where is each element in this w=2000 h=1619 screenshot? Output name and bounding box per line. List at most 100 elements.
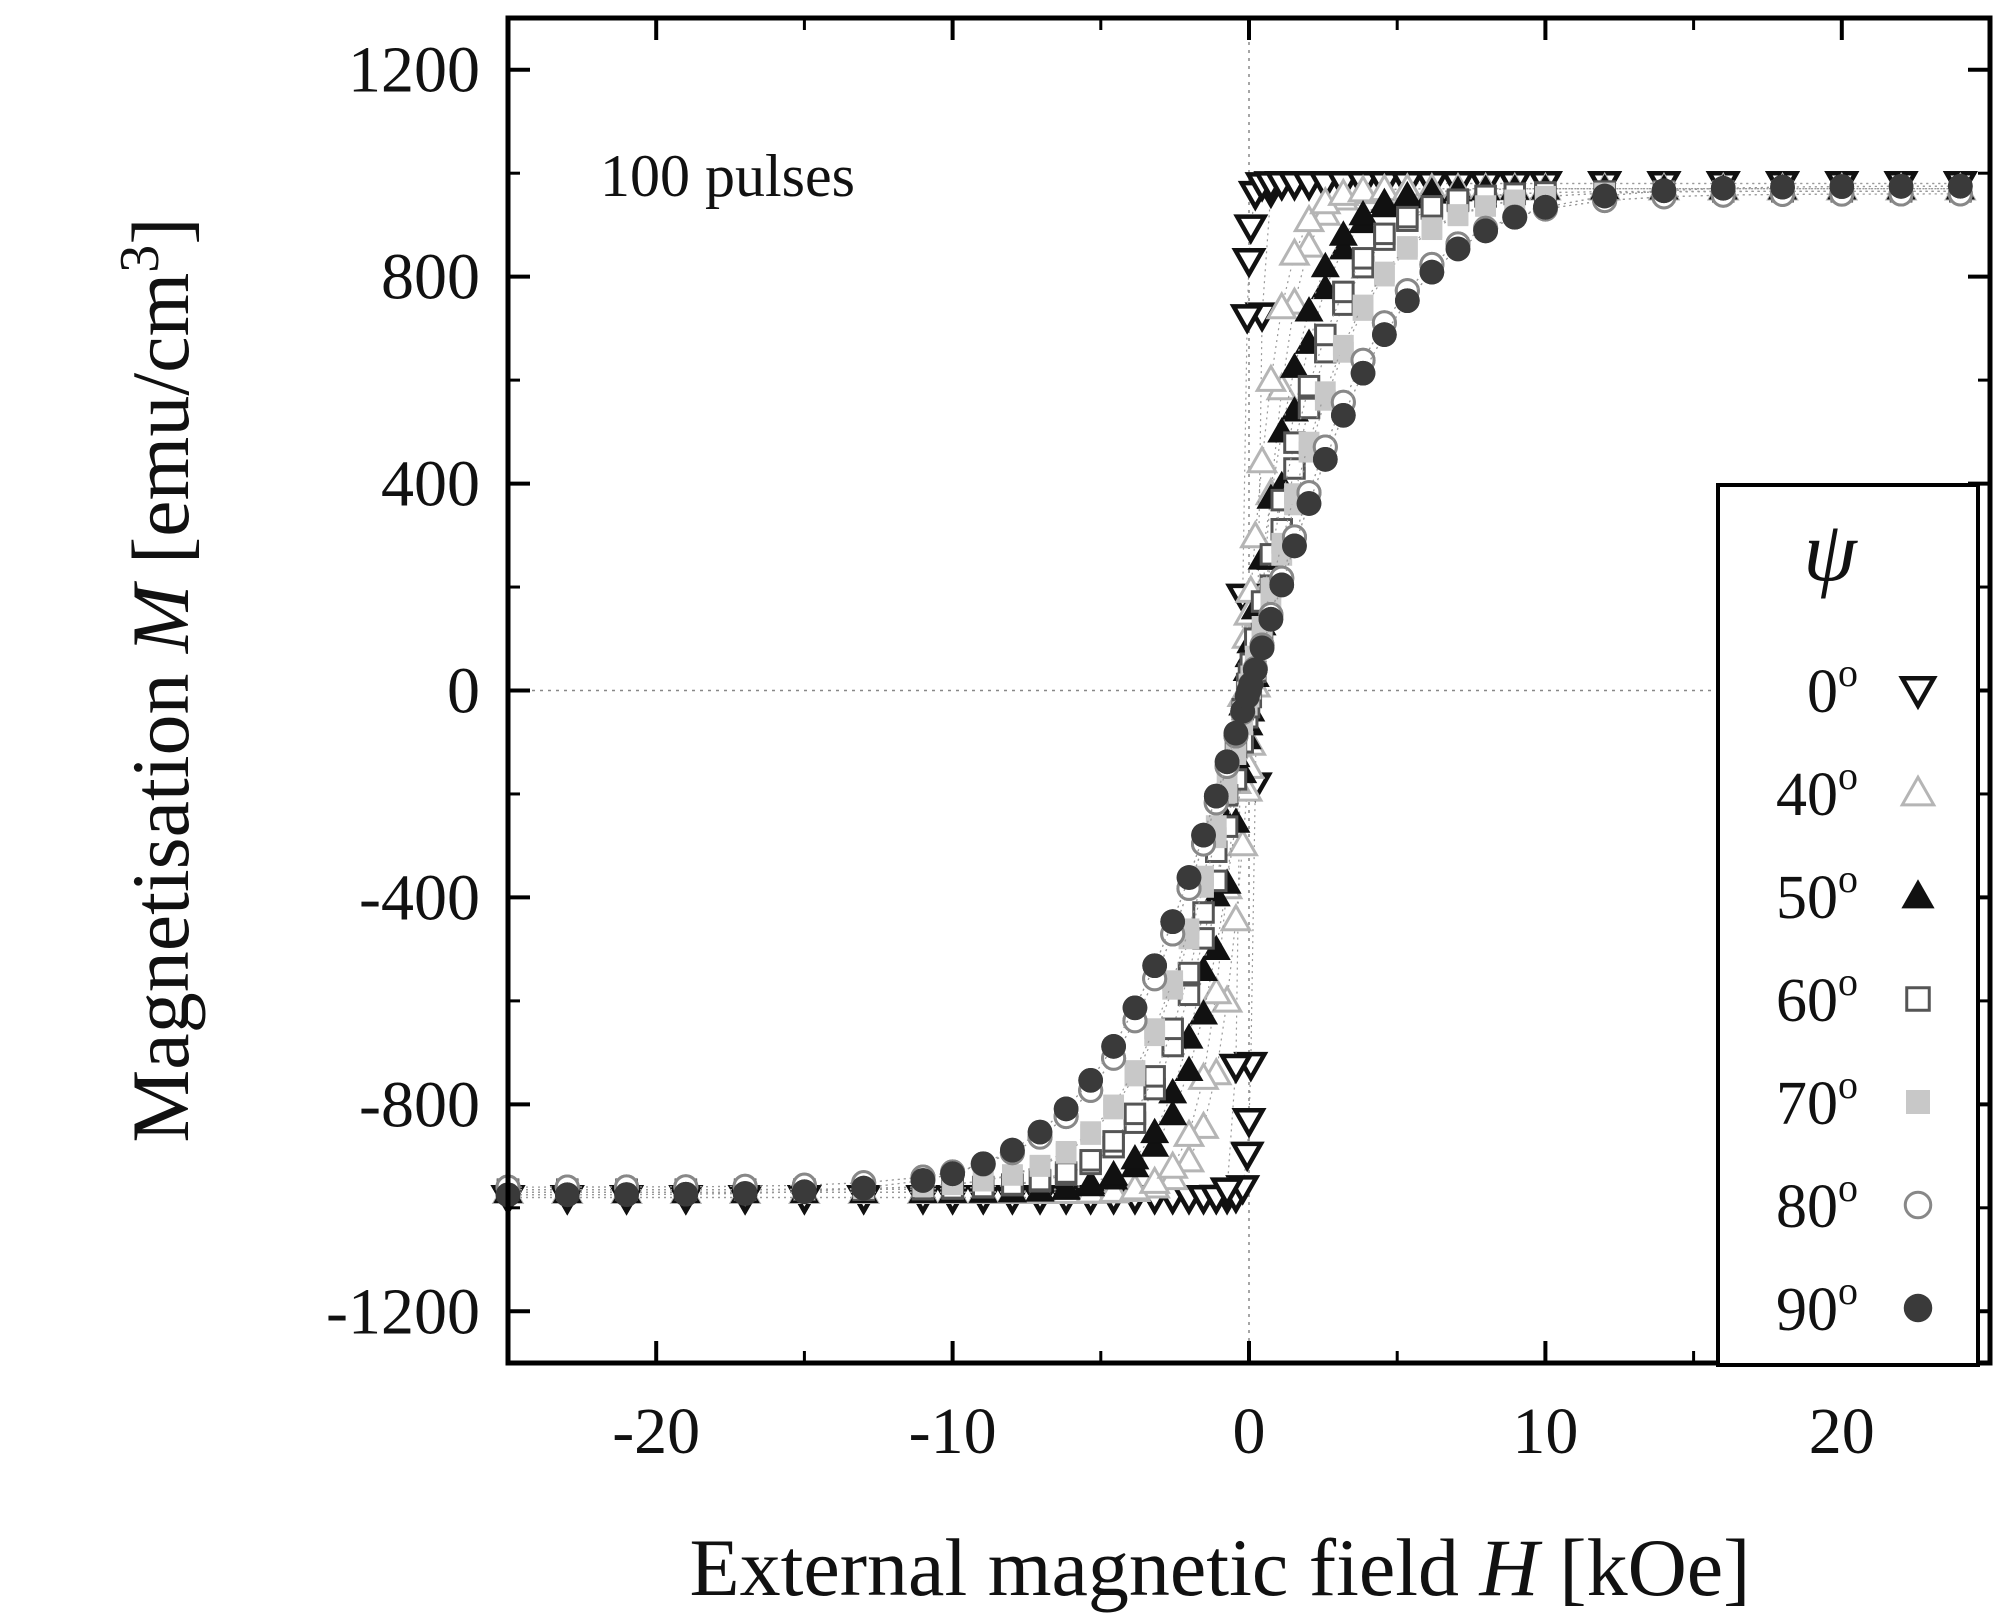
data-point	[1103, 1094, 1125, 1116]
data-point	[792, 1179, 817, 1205]
data-point	[1419, 259, 1445, 285]
data-point	[1710, 175, 1736, 201]
data-point	[1209, 1177, 1245, 1209]
data-point	[1000, 1137, 1025, 1163]
data-point	[1144, 1018, 1166, 1040]
legend-title: ψ	[1803, 503, 1858, 599]
data-point	[1948, 173, 1973, 199]
data-point	[1351, 247, 1375, 270]
data-point	[1265, 290, 1298, 320]
data-point	[1138, 1165, 1171, 1194]
data-point	[1233, 214, 1269, 246]
data-point	[1219, 902, 1253, 932]
data-point	[1158, 1099, 1188, 1126]
data-point	[1140, 1117, 1170, 1144]
data-point	[1770, 174, 1795, 200]
y-axis-title: Magnetisation M [emu/cm3]	[109, 217, 206, 1142]
data-point	[1888, 173, 1914, 199]
legend-label: 90o	[1776, 1268, 1858, 1344]
data-point	[1369, 187, 1399, 214]
data-point	[1282, 533, 1307, 559]
data-point	[1473, 218, 1498, 244]
data-point	[1330, 402, 1356, 428]
data-point	[1120, 1143, 1150, 1170]
data-point	[1296, 491, 1322, 516]
y-tick-label: 800	[381, 241, 480, 314]
legend-marker	[1906, 1090, 1930, 1114]
data-point	[1231, 1108, 1267, 1139]
x-axis-title: External magnetic field H [kOe]	[689, 1522, 1750, 1613]
data-point	[1160, 909, 1186, 935]
data-point	[1102, 1130, 1125, 1153]
data-point	[1292, 203, 1326, 233]
data-point	[1314, 381, 1336, 403]
data-point	[1218, 1053, 1254, 1085]
data-point	[1312, 446, 1338, 472]
y-tick-label: 400	[381, 448, 480, 521]
x-tick-label: 10	[1512, 1395, 1578, 1468]
data-point	[1189, 999, 1219, 1025]
legend-marker	[1901, 879, 1935, 909]
data-point	[1078, 1067, 1104, 1093]
data-point	[1053, 1096, 1079, 1122]
data-point	[1447, 204, 1469, 225]
data-point	[940, 1161, 965, 1187]
data-point	[1420, 195, 1444, 218]
legend: ψ 0o 40o 50o 60o 70o 80o 90o	[1716, 483, 1980, 1367]
y-tick-label: -800	[359, 1068, 480, 1141]
data-point	[1348, 199, 1378, 226]
legend-marker	[1903, 1190, 1933, 1220]
data-point	[1123, 1102, 1147, 1126]
data-point	[1161, 1017, 1184, 1041]
data-point	[1054, 1161, 1078, 1184]
x-tick-label: 20	[1809, 1395, 1875, 1468]
data-point	[1245, 444, 1279, 474]
data-point	[1502, 204, 1528, 230]
data-point	[1055, 1140, 1077, 1162]
y-tick-label: 1200	[348, 34, 480, 107]
data-point	[1310, 251, 1340, 278]
data-point	[614, 1182, 639, 1207]
data-point	[1124, 1060, 1146, 1081]
legend-box	[1716, 483, 1980, 1367]
data-point	[1332, 334, 1354, 356]
legend-marker	[1903, 1293, 1933, 1323]
x-tick-label: -10	[909, 1395, 997, 1468]
data-point	[1229, 304, 1265, 335]
data-point	[1174, 1055, 1204, 1081]
data-point	[1254, 363, 1288, 392]
data-point	[1099, 1159, 1129, 1186]
legend-marker	[1905, 986, 1931, 1012]
data-point	[970, 1151, 996, 1177]
data-point	[1176, 865, 1202, 890]
data-point	[1200, 975, 1233, 1005]
data-point	[1203, 783, 1229, 809]
data-point	[1001, 1164, 1023, 1185]
data-point	[1140, 1131, 1170, 1157]
data-point	[1076, 1168, 1106, 1195]
legend-label: 40o	[1776, 753, 1858, 829]
data-point	[1080, 1121, 1102, 1143]
data-point	[1101, 1034, 1126, 1059]
data-point	[673, 1181, 699, 1207]
data-point	[1172, 1118, 1206, 1147]
data-point	[1187, 1110, 1220, 1139]
data-point	[1475, 195, 1497, 217]
series-layer	[490, 171, 1978, 1216]
data-point	[1223, 720, 1249, 746]
data-point	[1352, 294, 1374, 316]
legend-marker	[1898, 675, 1938, 711]
data-point	[1079, 1149, 1102, 1172]
data-point	[1332, 280, 1355, 304]
data-point	[1328, 220, 1358, 246]
data-point	[1229, 1141, 1265, 1173]
data-point	[1279, 352, 1309, 378]
data-point	[1249, 635, 1275, 661]
data-point	[1258, 606, 1284, 632]
data-point	[1373, 261, 1395, 283]
data-point	[1396, 205, 1419, 229]
data-point	[1242, 657, 1268, 683]
data-point	[1445, 236, 1471, 262]
data-point	[1269, 572, 1295, 598]
